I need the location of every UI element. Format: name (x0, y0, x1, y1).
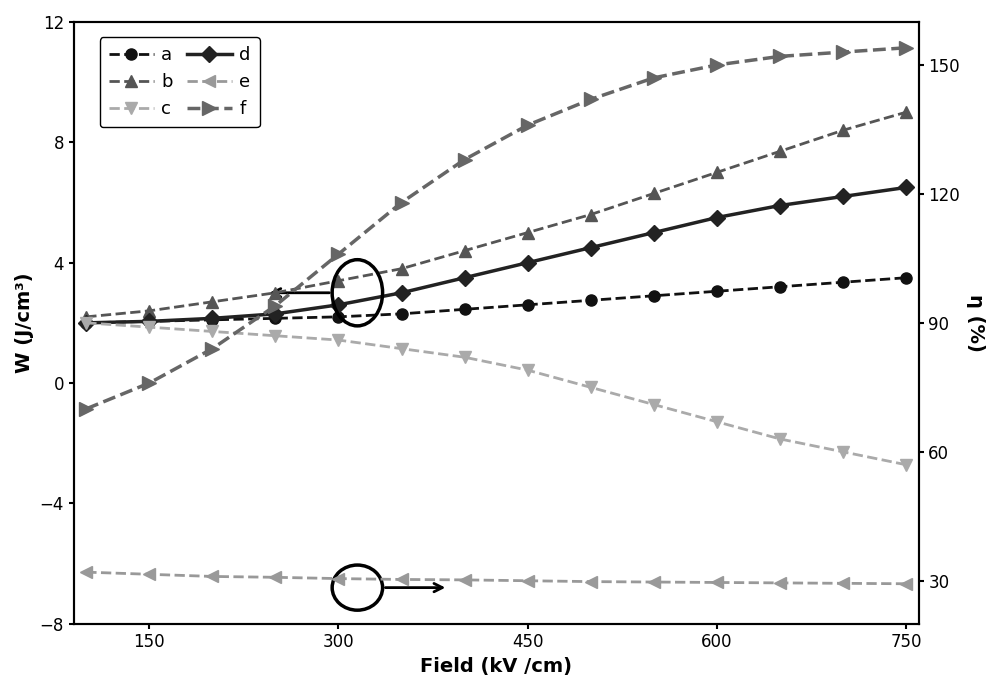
e (269, 573, 281, 581)
d (522, 258, 534, 267)
e (522, 576, 534, 585)
c (269, 332, 281, 340)
b (711, 169, 723, 177)
b (522, 229, 534, 237)
e (332, 574, 344, 583)
d (80, 319, 92, 327)
c (648, 400, 660, 408)
d (143, 317, 155, 325)
b (80, 313, 92, 321)
d (269, 310, 281, 318)
d (459, 274, 471, 282)
c (774, 435, 786, 443)
f (648, 74, 660, 82)
e (585, 578, 597, 586)
f (774, 53, 786, 61)
c (206, 328, 218, 336)
d (774, 201, 786, 209)
a (522, 301, 534, 309)
a (459, 305, 471, 314)
f (711, 61, 723, 69)
b (396, 265, 408, 273)
e (459, 576, 471, 584)
d (648, 229, 660, 237)
Y-axis label: W (J/cm³): W (J/cm³) (15, 273, 34, 373)
a (332, 313, 344, 321)
Line: c: c (80, 316, 912, 471)
f (522, 121, 534, 129)
e (774, 579, 786, 587)
f (143, 379, 155, 387)
a (143, 317, 155, 325)
e (900, 580, 912, 588)
a (648, 292, 660, 300)
a (206, 316, 218, 324)
Legend: a, b, c, d, e, f: a, b, c, d, e, f (100, 37, 260, 127)
c (143, 323, 155, 331)
c (900, 460, 912, 468)
f (206, 345, 218, 353)
d (900, 183, 912, 191)
b (900, 108, 912, 116)
a (585, 296, 597, 305)
b (459, 247, 471, 255)
c (585, 384, 597, 392)
Y-axis label: η (%): η (%) (966, 294, 985, 352)
a (80, 319, 92, 327)
d (206, 314, 218, 323)
Line: d: d (81, 182, 911, 328)
e (80, 568, 92, 576)
c (332, 336, 344, 344)
a (711, 287, 723, 296)
X-axis label: Field (kV /cm): Field (kV /cm) (420, 657, 572, 676)
f (269, 301, 281, 310)
a (837, 278, 849, 286)
a (900, 274, 912, 282)
f (900, 44, 912, 52)
Line: a: a (81, 272, 911, 328)
b (206, 298, 218, 306)
b (837, 126, 849, 135)
b (774, 147, 786, 155)
e (648, 578, 660, 586)
f (80, 405, 92, 413)
e (837, 579, 849, 587)
d (711, 214, 723, 222)
e (206, 572, 218, 580)
a (269, 314, 281, 323)
f (332, 250, 344, 258)
b (269, 289, 281, 297)
d (837, 192, 849, 200)
Line: f: f (79, 41, 913, 416)
a (774, 283, 786, 291)
b (585, 210, 597, 218)
a (396, 310, 408, 318)
c (522, 366, 534, 375)
c (396, 345, 408, 353)
e (396, 576, 408, 584)
d (585, 243, 597, 252)
b (332, 276, 344, 285)
f (396, 198, 408, 207)
f (837, 48, 849, 56)
d (332, 301, 344, 309)
d (396, 289, 408, 297)
c (837, 448, 849, 456)
c (459, 353, 471, 361)
f (459, 155, 471, 164)
e (711, 578, 723, 587)
c (711, 417, 723, 426)
Line: e: e (80, 566, 912, 590)
f (585, 95, 597, 104)
b (143, 307, 155, 315)
c (80, 319, 92, 327)
Line: b: b (80, 106, 912, 323)
e (143, 570, 155, 578)
b (648, 189, 660, 198)
